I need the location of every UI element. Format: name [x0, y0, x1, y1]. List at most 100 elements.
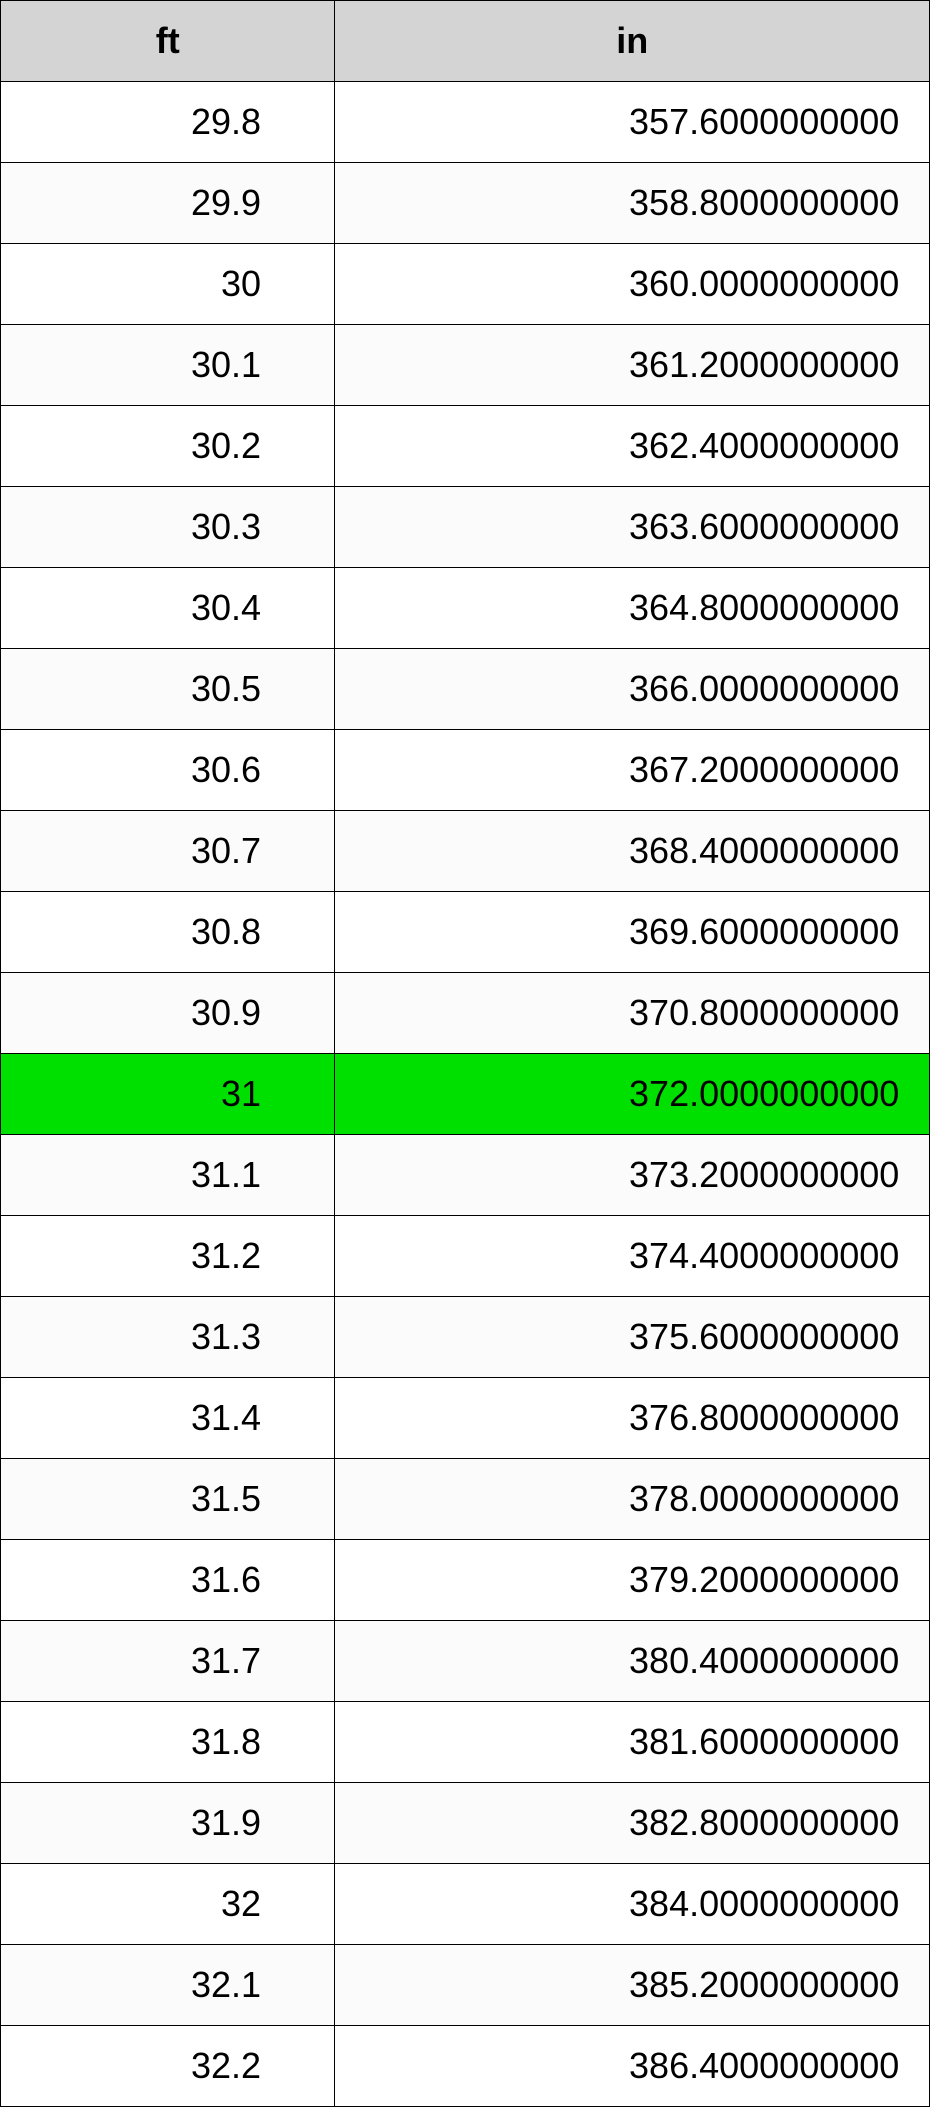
cell-ft-value: 32.2 [74, 2045, 261, 2087]
table-row: 30 360.0000000000 [1, 244, 930, 325]
cell-ft-value: 30.5 [74, 668, 261, 710]
cell-in-value: 370.8000000000 [365, 992, 899, 1034]
cell-ft-value: 29.9 [74, 182, 261, 224]
cell-in: 358.8000000000 [335, 163, 930, 244]
cell-ft-value: 31 [74, 1073, 261, 1115]
table-row: 30.8 369.6000000000 [1, 892, 930, 973]
cell-ft-value: 30.6 [74, 749, 261, 791]
cell-in-value: 367.2000000000 [365, 749, 899, 791]
cell-in-value: 382.8000000000 [365, 1802, 899, 1844]
cell-in: 381.6000000000 [335, 1702, 930, 1783]
cell-ft-value: 31.2 [74, 1235, 261, 1277]
cell-in: 363.6000000000 [335, 487, 930, 568]
cell-ft-value: 32 [74, 1883, 261, 1925]
table-row: 30.5 366.0000000000 [1, 649, 930, 730]
cell-ft-value: 31.5 [74, 1478, 261, 1520]
cell-ft: 31.4 [1, 1378, 335, 1459]
cell-ft: 31.3 [1, 1297, 335, 1378]
table-row: 32 384.0000000000 [1, 1864, 930, 1945]
cell-ft-value: 31.8 [74, 1721, 261, 1763]
column-header-in: in [335, 1, 930, 82]
cell-in: 375.6000000000 [335, 1297, 930, 1378]
cell-ft: 31 [1, 1054, 335, 1135]
cell-in-value: 361.2000000000 [365, 344, 899, 386]
table-row: 31 372.0000000000 [1, 1054, 930, 1135]
cell-in: 364.8000000000 [335, 568, 930, 649]
cell-in: 366.0000000000 [335, 649, 930, 730]
cell-in-value: 357.6000000000 [365, 101, 899, 143]
cell-in-value: 384.0000000000 [365, 1883, 899, 1925]
cell-in-value: 360.0000000000 [365, 263, 899, 305]
cell-in: 386.4000000000 [335, 2026, 930, 2107]
cell-in-value: 375.6000000000 [365, 1316, 899, 1358]
table-row: 30.9 370.8000000000 [1, 973, 930, 1054]
cell-in: 368.4000000000 [335, 811, 930, 892]
cell-ft: 32.1 [1, 1945, 335, 2026]
cell-ft: 31.8 [1, 1702, 335, 1783]
cell-in: 380.4000000000 [335, 1621, 930, 1702]
cell-in: 373.2000000000 [335, 1135, 930, 1216]
cell-ft: 29.8 [1, 82, 335, 163]
cell-ft: 30.6 [1, 730, 335, 811]
table-row: 30.2362.4000000000 [1, 406, 930, 487]
cell-ft: 31.2 [1, 1216, 335, 1297]
cell-ft-value: 31.7 [74, 1640, 261, 1682]
table-row: 31.3 375.6000000000 [1, 1297, 930, 1378]
cell-ft-value: 31.4 [74, 1397, 261, 1439]
cell-in-value: 374.4000000000 [365, 1235, 899, 1277]
cell-in: 379.2000000000 [335, 1540, 930, 1621]
cell-ft: 30.4 [1, 568, 335, 649]
table-row: 32.1 385.2000000000 [1, 1945, 930, 2026]
cell-in: 384.0000000000 [335, 1864, 930, 1945]
cell-in-value: 368.4000000000 [365, 830, 899, 872]
cell-in-value: 364.8000000000 [365, 587, 899, 629]
cell-ft-value: 31.1 [74, 1154, 261, 1196]
cell-ft-value: 30.7 [74, 830, 261, 872]
cell-ft: 32.2 [1, 2026, 335, 2107]
cell-ft-value: 30.4 [74, 587, 261, 629]
table-row: 31.9 382.8000000000 [1, 1783, 930, 1864]
cell-ft-value: 32.1 [74, 1964, 261, 2006]
conversion-table: ft in 29.8 357.6000000000 29.9 358.80000000… [0, 0, 930, 2107]
cell-in-value: 373.2000000000 [365, 1154, 899, 1196]
table-header-row: ft in [1, 1, 930, 82]
cell-ft: 31.5 [1, 1459, 335, 1540]
cell-in: 372.0000000000 [335, 1054, 930, 1135]
cell-in-value: 362.4000000000 [365, 425, 899, 467]
table-row: 30.6 367.2000000000 [1, 730, 930, 811]
cell-ft: 30.1 [1, 325, 335, 406]
cell-ft: 31.1 [1, 1135, 335, 1216]
cell-ft: 31.9 [1, 1783, 335, 1864]
cell-in: 370.8000000000 [335, 973, 930, 1054]
table-row: 31.2 374.4000000000 [1, 1216, 930, 1297]
table-row: 31.8 381.6000000000 [1, 1702, 930, 1783]
cell-ft: 30 [1, 244, 335, 325]
cell-in-value: 363.6000000000 [365, 506, 899, 548]
conversion-table-container: ft in 29.8 357.6000000000 29.9 358.80000000… [0, 0, 930, 2107]
cell-in-value: 366.0000000000 [365, 668, 899, 710]
column-header-ft: ft [1, 1, 335, 82]
cell-ft-value: 31.6 [74, 1559, 261, 1601]
cell-in: 378.0000000000 [335, 1459, 930, 1540]
cell-ft: 30.7 [1, 811, 335, 892]
cell-in: 385.2000000000 [335, 1945, 930, 2026]
table-body: 29.8 357.6000000000 29.9 358.8000000000 30 36… [1, 82, 930, 2107]
cell-ft: 30.9 [1, 973, 335, 1054]
cell-ft: 31.6 [1, 1540, 335, 1621]
table-row: 29.9 358.8000000000 [1, 163, 930, 244]
cell-ft-value: 29.8 [74, 101, 261, 143]
cell-ft-value: 30 [74, 263, 261, 305]
cell-ft: 31.7 [1, 1621, 335, 1702]
table-row: 30.7 368.4000000000 [1, 811, 930, 892]
cell-in-value: 358.8000000000 [365, 182, 899, 224]
cell-ft-value: 30.9 [74, 992, 261, 1034]
table-row: 30.1 361.2000000000 [1, 325, 930, 406]
table-row: 32.2 386.4000000000 [1, 2026, 930, 2107]
cell-in: 369.6000000000 [335, 892, 930, 973]
table-row: 31.5 378.0000000000 [1, 1459, 930, 1540]
cell-ft-value: 30.8 [74, 911, 261, 953]
cell-in: 362.4000000000 [335, 406, 930, 487]
cell-in-value: 378.0000000000 [365, 1478, 899, 1520]
cell-ft-value: 31.3 [74, 1316, 261, 1358]
cell-in: 367.2000000000 [335, 730, 930, 811]
